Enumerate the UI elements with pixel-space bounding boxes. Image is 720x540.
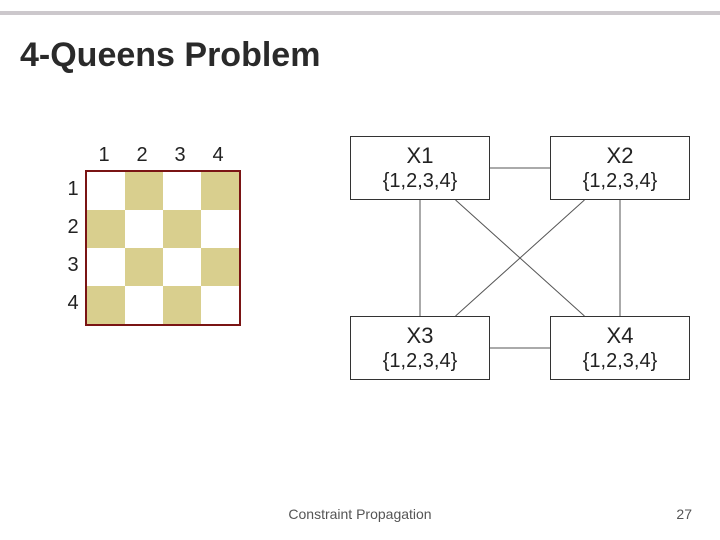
board-row-label: 1 — [63, 170, 83, 208]
board-cell — [87, 286, 125, 324]
board-cell — [201, 210, 239, 248]
board-grid — [85, 170, 241, 326]
board-cell — [163, 286, 201, 324]
board-cell — [125, 210, 163, 248]
board-cell — [125, 248, 163, 286]
board-cell — [125, 172, 163, 210]
chessboard: 1234 1234 — [85, 170, 241, 326]
board-cell — [163, 172, 201, 210]
page-number: 27 — [676, 506, 692, 522]
footer-text: Constraint Propagation — [0, 506, 720, 522]
constraint-graph: X1{1,2,3,4}X2{1,2,3,4}X3{1,2,3,4}X4{1,2,… — [330, 128, 700, 388]
board-cell — [87, 210, 125, 248]
board-cell — [201, 248, 239, 286]
board-cell — [87, 172, 125, 210]
board-col-label: 2 — [123, 144, 161, 167]
board-cell — [125, 286, 163, 324]
board-cell — [201, 286, 239, 324]
board-col-labels: 1234 — [85, 144, 237, 167]
graph-node-domain: {1,2,3,4} — [383, 349, 458, 374]
board-cell — [163, 210, 201, 248]
graph-node-var: X2 — [607, 142, 634, 170]
board-col-label: 1 — [85, 144, 123, 167]
graph-node-domain: {1,2,3,4} — [583, 169, 658, 194]
graph-node-x2: X2{1,2,3,4} — [550, 136, 690, 200]
board-row-label: 3 — [63, 246, 83, 284]
board-row-label: 2 — [63, 208, 83, 246]
graph-node-var: X1 — [407, 142, 434, 170]
graph-node-x1: X1{1,2,3,4} — [350, 136, 490, 200]
slide-top-bar — [0, 5, 720, 29]
board-cell — [87, 248, 125, 286]
board-row-labels: 1234 — [63, 170, 83, 322]
graph-node-x4: X4{1,2,3,4} — [550, 316, 690, 380]
board-cell — [201, 172, 239, 210]
graph-node-domain: {1,2,3,4} — [583, 349, 658, 374]
graph-node-var: X3 — [407, 322, 434, 350]
graph-node-x3: X3{1,2,3,4} — [350, 316, 490, 380]
graph-node-domain: {1,2,3,4} — [383, 169, 458, 194]
board-row-label: 4 — [63, 284, 83, 322]
slide-title: 4-Queens Problem — [20, 36, 320, 75]
graph-node-var: X4 — [607, 322, 634, 350]
board-col-label: 3 — [161, 144, 199, 167]
board-col-label: 4 — [199, 144, 237, 167]
board-cell — [163, 248, 201, 286]
